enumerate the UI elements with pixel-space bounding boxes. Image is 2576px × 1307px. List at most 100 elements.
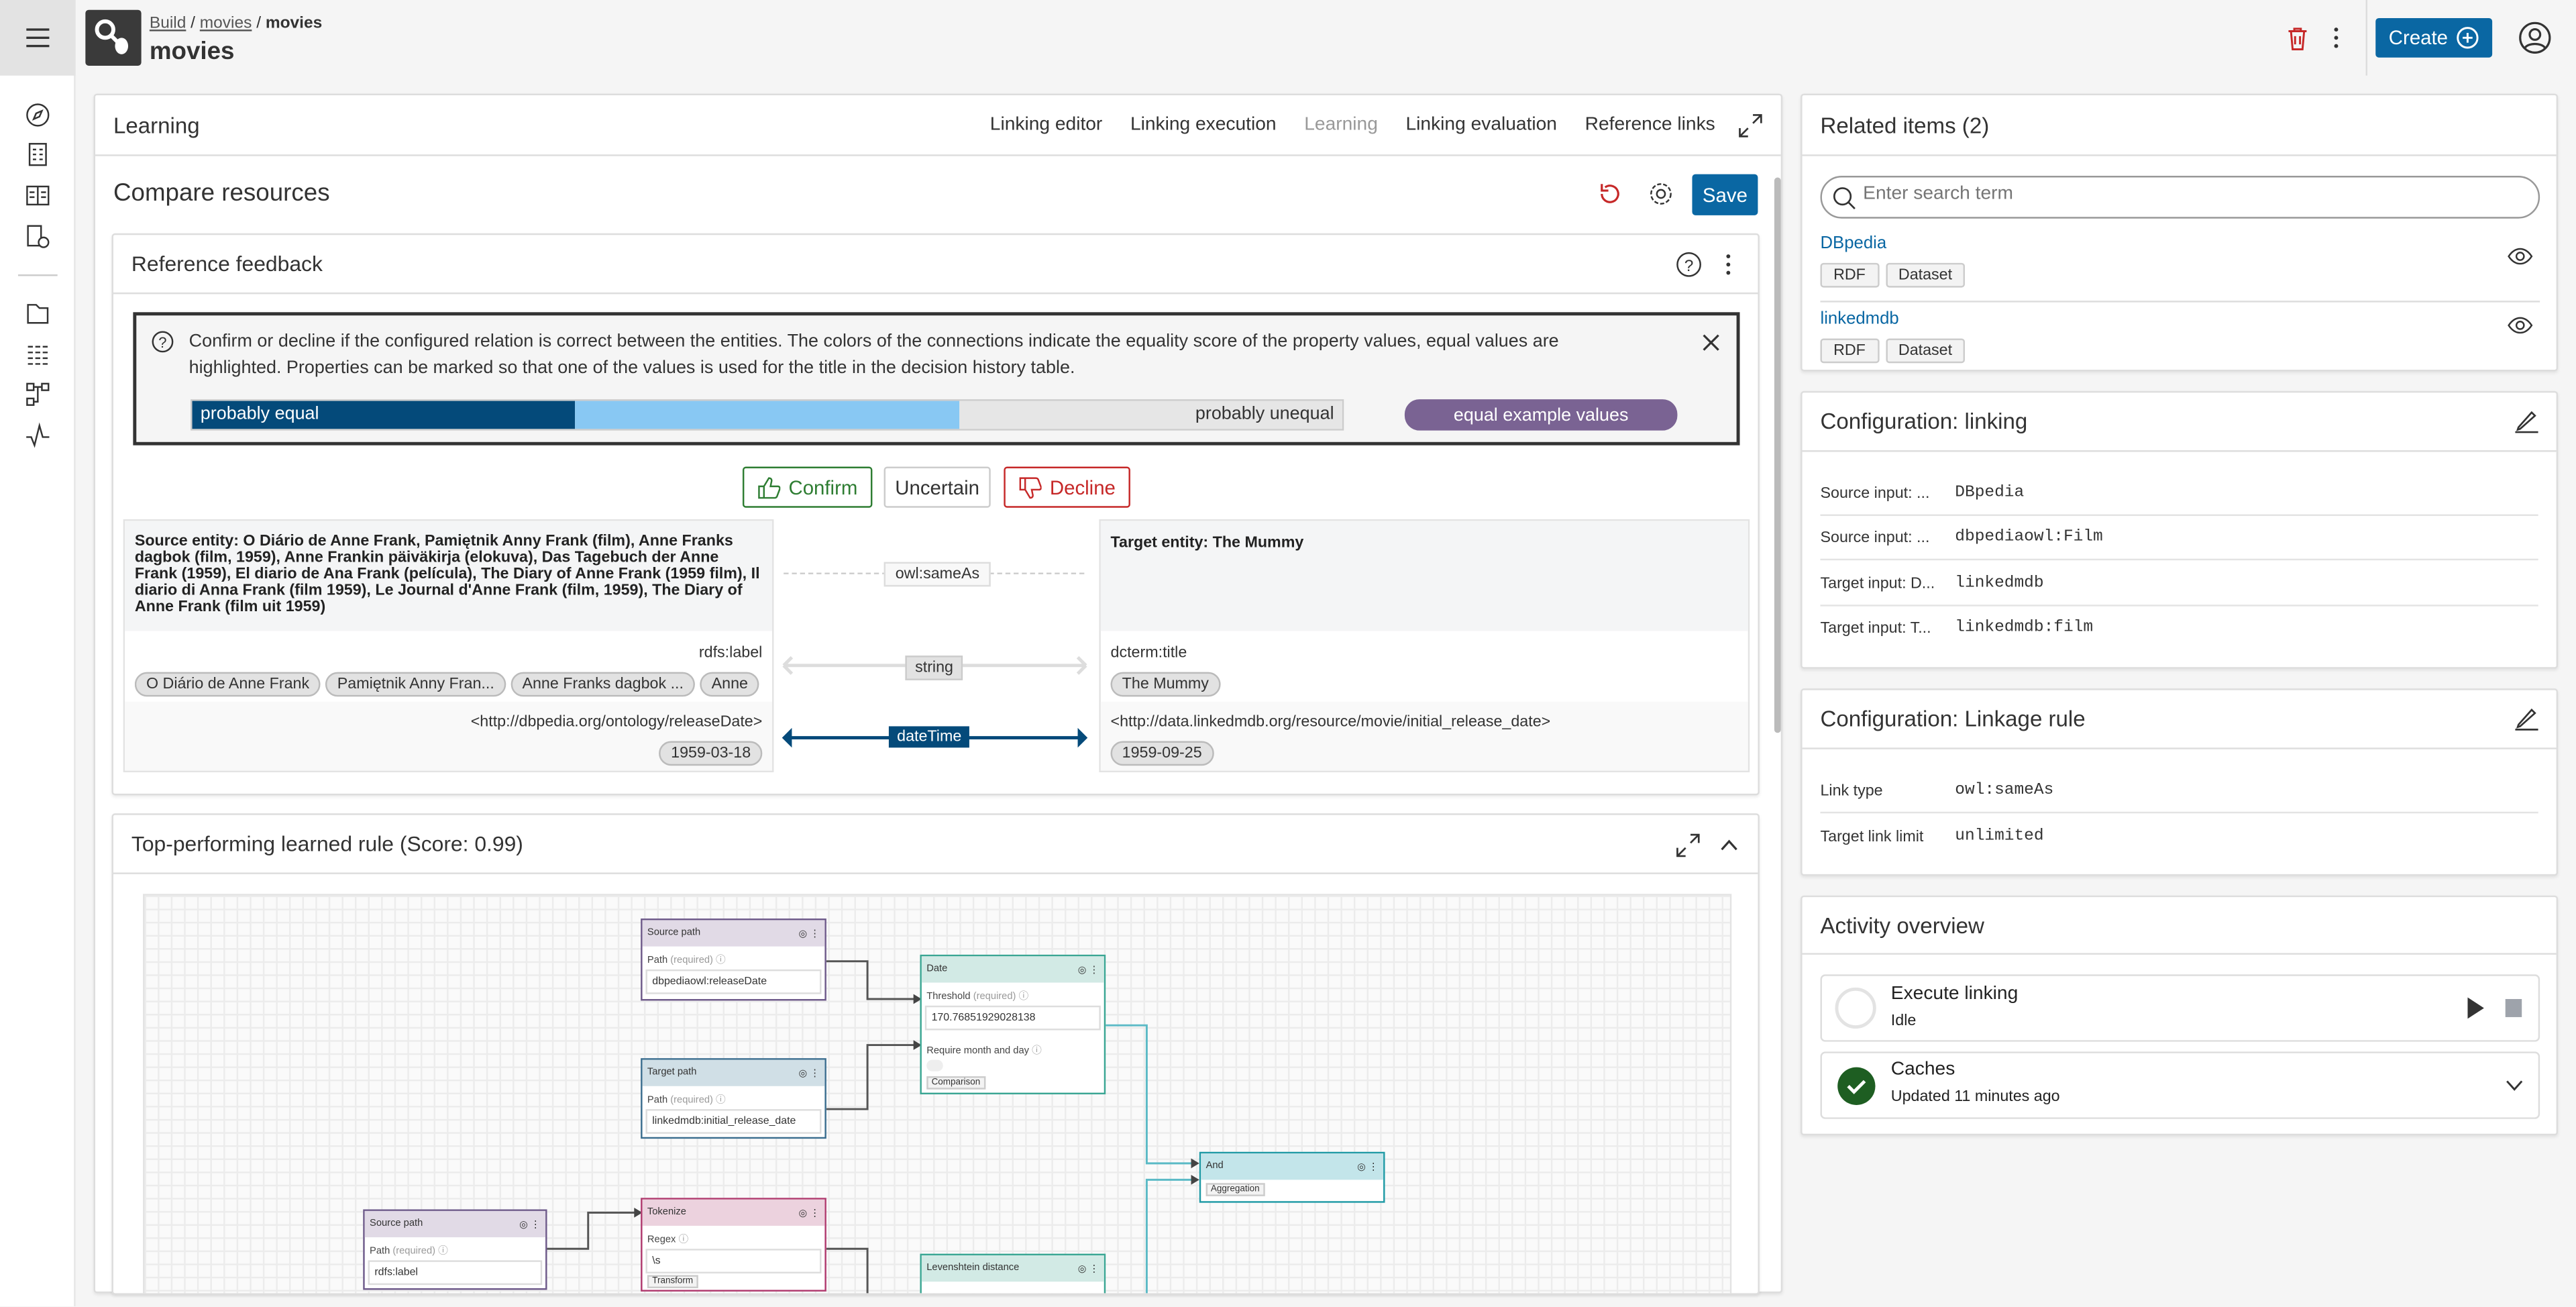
node-source-path[interactable]: Source path ◎ ⋮ Path (required) ⓘ rdfs:la… <box>363 1209 547 1290</box>
target-entity-title: Target entity: The Mummy <box>1100 521 1748 631</box>
info-icon: ⓘ <box>716 1096 726 1106</box>
chevron-down-icon[interactable] <box>2506 1080 2524 1093</box>
notebook-icon[interactable] <box>25 142 51 168</box>
user-avatar-icon[interactable] <box>2518 21 2551 54</box>
config-key: Target link limit <box>1820 828 1924 847</box>
path-input[interactable]: dbpediaowl:releaseDate <box>645 969 822 994</box>
node-eye-more-icon[interactable]: ◎ ⋮ <box>1357 1162 1379 1173</box>
value-pill[interactable]: 1959-03-18 <box>659 741 763 766</box>
maximize-icon[interactable] <box>1738 113 1763 138</box>
compass-icon[interactable] <box>25 102 51 128</box>
tab-reference-links[interactable]: Reference links <box>1585 115 1715 135</box>
node-eye-more-icon[interactable]: ◎ ⋮ <box>798 1208 820 1218</box>
node-eye-more-icon[interactable]: ◎ ⋮ <box>1077 1264 1099 1275</box>
node-eye-more-icon[interactable]: ◎ ⋮ <box>1077 965 1099 976</box>
save-button[interactable]: Save <box>1692 174 1758 215</box>
folder-icon[interactable] <box>25 301 51 327</box>
config-rule-title: Configuration: Linkage rule <box>1820 707 2086 731</box>
eye-icon[interactable] <box>2507 246 2533 266</box>
value-pill[interactable]: Pamiętnik Anny Fran... <box>325 672 506 697</box>
value-pill[interactable]: O Diário de Anne Frank <box>134 672 321 697</box>
node-and-aggregation[interactable]: And ◎ ⋮ Aggregation <box>1199 1151 1385 1203</box>
feedback-more-icon[interactable] <box>1725 253 1731 276</box>
legend-equal-example-values: equal example values <box>1404 399 1678 431</box>
value-pill[interactable]: 1959-09-25 <box>1110 741 1214 766</box>
target-entity-panel: Target entity: The Mummy dcterm:title Th… <box>1099 519 1750 773</box>
node-eye-more-icon[interactable]: ◎ ⋮ <box>519 1220 541 1231</box>
node-tokenize[interactable]: Tokenize ◎ ⋮ Regex ⓘ \s Transform <box>641 1198 826 1292</box>
learned-rule-card: Top-performing learned rule (Score: 0.99… <box>111 813 1760 1295</box>
node-type-tag: Transform <box>647 1275 698 1289</box>
config-row: Target link limit unlimited <box>1820 815 2538 859</box>
config-value: linkedmdb:film <box>1955 619 2094 638</box>
search-input[interactable] <box>1863 184 2520 204</box>
source-row-2: <http://dbpedia.org/ontology/releaseDate… <box>125 701 773 771</box>
close-icon[interactable] <box>1702 333 1720 352</box>
breadcrumb: Build / movies / movies <box>149 15 323 33</box>
learning-title: Learning <box>113 113 200 138</box>
type-label-string: string <box>905 656 963 680</box>
config-row: Target input: T... linkedmdb:film <box>1820 607 2538 651</box>
menu-button[interactable] <box>0 0 76 76</box>
compare-title: Compare resources <box>113 178 330 207</box>
node-eye-more-icon[interactable]: ◎ ⋮ <box>798 1069 820 1079</box>
workflow-icon[interactable] <box>25 381 51 407</box>
help-icon[interactable]: ? <box>1676 252 1702 278</box>
svg-text:?: ? <box>158 334 166 351</box>
node-eye-more-icon[interactable]: ◎ ⋮ <box>798 929 820 939</box>
value-pill[interactable]: Anne <box>700 672 760 697</box>
related-item-link[interactable]: linkedmdb <box>1820 309 1899 329</box>
value-pill[interactable]: Anne Franks dagbok ... <box>511 672 696 697</box>
table-icon[interactable] <box>25 182 51 209</box>
field-label: Path <box>647 1096 668 1106</box>
search-field[interactable] <box>1820 176 2540 219</box>
eye-icon[interactable] <box>2507 315 2533 335</box>
path-input[interactable]: rdfs:label <box>368 1260 543 1286</box>
config-value: linkedmdb <box>1955 574 2044 592</box>
regex-input[interactable]: \s <box>645 1249 822 1273</box>
source-entity-panel: Source entity: O Diário de Anne Frank, P… <box>123 519 774 773</box>
node-levenshtein[interactable]: Levenshtein distance ◎ ⋮ <box>920 1253 1106 1294</box>
undo-icon[interactable] <box>1597 180 1623 207</box>
confirm-button[interactable]: Confirm <box>742 466 873 508</box>
target-property: dcterm:title <box>1110 644 1187 662</box>
hamburger-icon <box>26 28 50 48</box>
threshold-input[interactable]: 170.76851929028138 <box>924 1005 1101 1031</box>
edit-pencil-icon[interactable] <box>2514 707 2538 731</box>
create-label: Create <box>2388 26 2449 50</box>
stop-icon[interactable] <box>2505 998 2522 1017</box>
node-target-path[interactable]: Target path ◎ ⋮ Path (required) ⓘ linkedm… <box>641 1058 826 1139</box>
node-source-path[interactable]: Source path ◎ ⋮ Path (required) ⓘ dbpedia… <box>641 918 826 1001</box>
node-date-comparison[interactable]: Date ◎ ⋮ Threshold (required) ⓘ 170.76851… <box>920 954 1106 1095</box>
node-title: And <box>1205 1161 1224 1172</box>
tab-linking-evaluation[interactable]: Linking evaluation <box>1405 115 1558 135</box>
more-menu-icon[interactable] <box>2333 26 2340 49</box>
rule-canvas[interactable]: Source path ◎ ⋮ Path (required) ⓘ dbpedia… <box>143 894 1732 1294</box>
activity-icon[interactable] <box>25 422 51 448</box>
search-icon <box>1833 187 1856 209</box>
list-icon[interactable] <box>25 342 51 368</box>
tab-linking-editor[interactable]: Linking editor <box>989 115 1103 135</box>
tab-learning[interactable]: Learning <box>1304 115 1378 135</box>
chevron-up-icon[interactable] <box>1720 838 1738 851</box>
tab-linking-execution[interactable]: Linking execution <box>1130 115 1277 135</box>
fullscreen-icon[interactable] <box>1676 833 1701 858</box>
uncertain-button[interactable]: Uncertain <box>883 466 991 508</box>
scrollbar[interactable] <box>1774 177 1781 733</box>
create-button[interactable]: Create <box>2375 17 2493 58</box>
dataset-settings-icon[interactable] <box>25 223 51 250</box>
related-item-link[interactable]: DBpedia <box>1820 233 1887 254</box>
legend-probably-equal: probably equal <box>192 401 576 429</box>
field-label: Path <box>647 956 668 967</box>
path-input[interactable]: linkedmdb:initial_release_date <box>645 1109 822 1134</box>
breadcrumb-build[interactable]: Build <box>149 15 186 33</box>
delete-icon[interactable] <box>2287 26 2308 51</box>
edit-pencil-icon[interactable] <box>2514 409 2538 434</box>
settings-gear-icon[interactable] <box>1648 180 1674 207</box>
require-month-toggle[interactable] <box>926 1059 943 1071</box>
breadcrumb-movies[interactable]: movies <box>199 15 252 33</box>
decline-button[interactable]: Decline <box>1004 466 1130 508</box>
value-pill[interactable]: The Mummy <box>1110 672 1221 697</box>
node-title: Date <box>926 964 948 975</box>
play-icon[interactable] <box>2467 997 2484 1019</box>
